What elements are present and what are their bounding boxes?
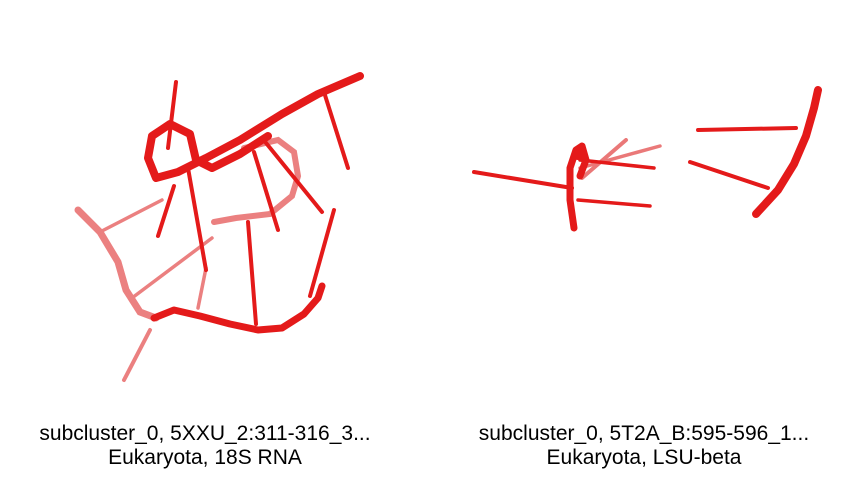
structure-panel-left: subcluster_0, 5XXU_2:311-316_3... Eukary… [39,72,371,469]
structure-panel-right: subcluster_0, 5T2A_B:595-596_1... Eukary… [430,0,860,480]
structure-caption-subtitle: Eukaryota, LSU-beta [546,446,742,469]
structure-caption-title: subcluster_0, 5T2A_B:595-596_1... [478,422,810,445]
rna-structure-image-right [472,86,822,232]
rna-structure-image-left [74,72,364,382]
structure-caption-subtitle: Eukaryota, 18S RNA [108,446,302,469]
structure-caption-title: subcluster_0, 5XXU_2:311-316_3... [39,422,371,445]
